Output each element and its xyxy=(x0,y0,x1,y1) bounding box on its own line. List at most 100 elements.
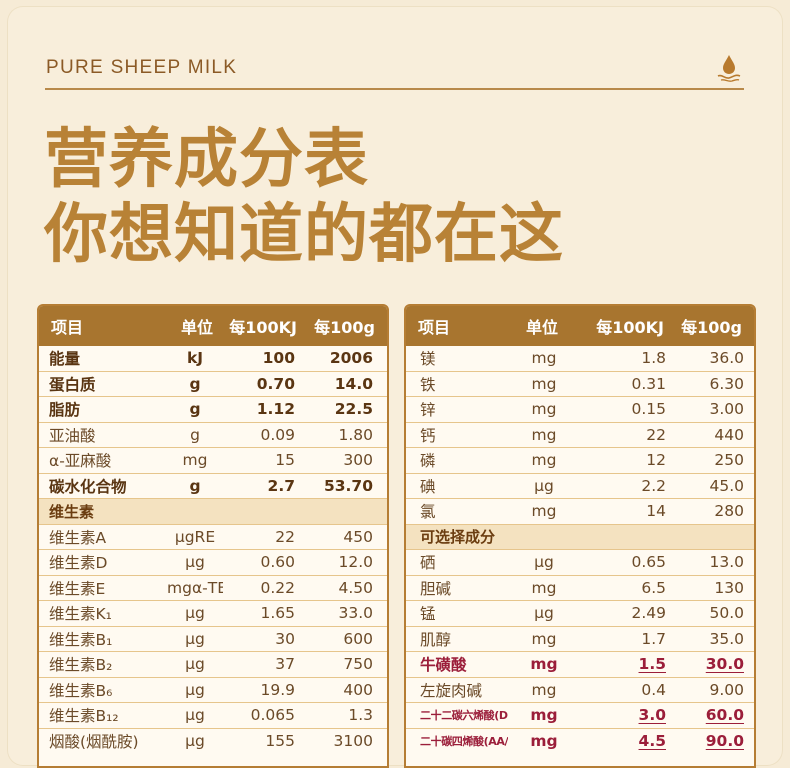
cell-name: 维生素B₁ xyxy=(49,630,113,649)
cell-name: 可选择成分 xyxy=(420,528,496,547)
milk-drop-icon xyxy=(717,55,741,82)
cell-name: 二十二碳六烯酸(DHA) xyxy=(420,709,508,723)
cell-name: 锌 xyxy=(420,401,436,420)
table-row: 左旋肉碱 mg 0.4 9.00 xyxy=(406,676,754,703)
cell-name: 亚油酸 xyxy=(49,426,96,445)
cell-unit: mg xyxy=(531,502,557,521)
cell-per-100g: 1.80 xyxy=(338,425,373,444)
header-item: 项目 xyxy=(51,318,84,337)
cell-name: 维生素B₆ xyxy=(49,681,113,700)
cell-per-100g: 3.00 xyxy=(709,400,744,419)
cell-per-100kj: 0.31 xyxy=(631,374,666,393)
table-row: 肌醇 mg 1.7 35.0 xyxy=(406,625,754,652)
cell-per-100kj: 0.065 xyxy=(250,706,295,725)
table-row: 维生素B₁₂ μg 0.065 1.3 xyxy=(39,702,387,728)
cell-per-100g: 14.0 xyxy=(334,374,373,393)
table-row: 维生素K₁ μg 1.65 33.0 xyxy=(39,600,387,626)
table-row: 锌 mg 0.15 3.00 xyxy=(406,396,754,422)
cell-per-100g: 50.0 xyxy=(709,604,744,623)
table-row: α-亚麻酸 mg 15 300 xyxy=(39,447,387,473)
cell-per-100kj: 0.65 xyxy=(631,553,666,572)
cell-name: 维生素B₂ xyxy=(49,656,113,675)
cell-unit: g xyxy=(189,476,201,495)
table-row: 维生素E mgα-TE 0.22 4.50 xyxy=(39,574,387,601)
cell-unit: mg xyxy=(531,349,557,368)
cell-per-100kj: 0.70 xyxy=(256,374,295,393)
cell-unit: μg xyxy=(534,553,554,572)
cell-name: 肌醇 xyxy=(420,630,452,649)
cell-per-100kj: 0.4 xyxy=(641,680,666,699)
cell-unit: μg xyxy=(185,731,205,750)
cell-per-100g: 250 xyxy=(714,451,744,470)
cell-unit: μg xyxy=(185,706,205,725)
cell-name: 二十碳四烯酸(AA/ARA) xyxy=(420,734,508,748)
cell-name: 维生素E xyxy=(49,579,106,598)
cell-per-100kj: 1.5 xyxy=(638,655,666,674)
cell-unit: mg xyxy=(530,655,558,674)
header-item: 项目 xyxy=(418,318,451,337)
table-row: 锰 μg 2.49 50.0 xyxy=(406,600,754,626)
header-per-100kj: 每100KJ xyxy=(596,318,664,337)
cell-per-100g: 300 xyxy=(343,451,373,470)
table-row: 蛋白质 g 0.70 14.0 xyxy=(39,370,387,397)
cell-unit: mg xyxy=(531,578,557,597)
cell-unit: g xyxy=(189,400,201,419)
cell-unit: mg xyxy=(531,629,557,648)
table-row: 维生素D μg 0.60 12.0 xyxy=(39,549,387,575)
cell-name: 维生素K₁ xyxy=(49,605,112,624)
table-row: 碘 μg 2.2 45.0 xyxy=(406,472,754,499)
table-header: 项目 单位 每100KJ 每100g xyxy=(406,306,754,346)
cell-per-100g: 9.00 xyxy=(709,680,744,699)
cell-unit: mg xyxy=(530,706,558,725)
cell-unit: μg xyxy=(185,629,205,648)
cell-name: 镁 xyxy=(420,350,436,369)
cell-per-100g: 53.70 xyxy=(323,476,373,495)
cell-unit: mg xyxy=(531,374,557,393)
cell-per-100kj: 0.09 xyxy=(260,425,295,444)
cell-per-100kj: 14 xyxy=(646,502,666,521)
table-row: 二十二碳六烯酸(DHA) mg 3.0 60.0 xyxy=(406,702,754,728)
table-row: 维生素B₂ μg 37 750 xyxy=(39,651,387,677)
cell-per-100g: 450 xyxy=(343,527,373,546)
table-row: 二十碳四烯酸(AA/ARA) mg 4.5 90.0 xyxy=(406,727,754,754)
header-unit: 单位 xyxy=(525,318,558,337)
cell-per-100kj: 1.7 xyxy=(641,629,666,648)
cell-name: 能量 xyxy=(49,350,81,369)
cell-per-100g: 45.0 xyxy=(709,476,744,495)
cell-per-100g: 22.5 xyxy=(334,400,373,419)
header-rule xyxy=(45,88,744,90)
cell-name: 维生素D xyxy=(49,554,108,573)
table-row: 维生素B₆ μg 19.9 400 xyxy=(39,676,387,703)
cell-name: 碳水化合物 xyxy=(49,477,127,496)
cell-per-100g: 1.3 xyxy=(348,706,373,725)
cell-per-100kj: 0.22 xyxy=(260,578,295,597)
cell-unit: g xyxy=(189,374,201,393)
cell-unit: μg xyxy=(185,553,205,572)
cell-name: 维生素 xyxy=(49,502,95,521)
cell-per-100g: 4.50 xyxy=(338,578,373,597)
cell-per-100g: 600 xyxy=(343,629,373,648)
table-row: 硒 μg 0.65 13.0 xyxy=(406,549,754,575)
cell-unit: mgα-TE xyxy=(167,578,223,597)
cell-per-100kj: 19.9 xyxy=(260,680,295,699)
table-row: 能量 kJ 100 2006 xyxy=(39,346,387,371)
cell-per-100g: 6.30 xyxy=(709,374,744,393)
nutrition-table-right: 项目 单位 每100KJ 每100g 镁 mg 1.8 36.0 铁 mg 0.31 6.30… xyxy=(404,304,756,768)
cell-unit: μg xyxy=(185,655,205,674)
cell-per-100kj: 30 xyxy=(275,629,295,648)
table-row: 维生素A μgRE 22 450 xyxy=(39,523,387,550)
cell-per-100g: 36.0 xyxy=(709,349,744,368)
table-row: 亚油酸 g 0.09 1.80 xyxy=(39,421,387,448)
cell-unit: mg xyxy=(530,731,558,750)
cell-per-100kj: 100 xyxy=(262,349,295,368)
cell-per-100kj: 15 xyxy=(275,451,295,470)
cell-unit: mg xyxy=(531,400,557,419)
cell-name: α-亚麻酸 xyxy=(49,452,112,471)
cell-name: 铁 xyxy=(420,375,436,394)
cell-per-100kj: 37 xyxy=(275,655,295,674)
cell-name: 锰 xyxy=(420,605,436,624)
cell-per-100kj: 1.65 xyxy=(260,604,295,623)
cell-name: 脂肪 xyxy=(49,401,81,420)
cell-name: 烟酸(烟酰胺) xyxy=(49,732,139,751)
cell-name: 维生素B₁₂ xyxy=(49,707,119,726)
